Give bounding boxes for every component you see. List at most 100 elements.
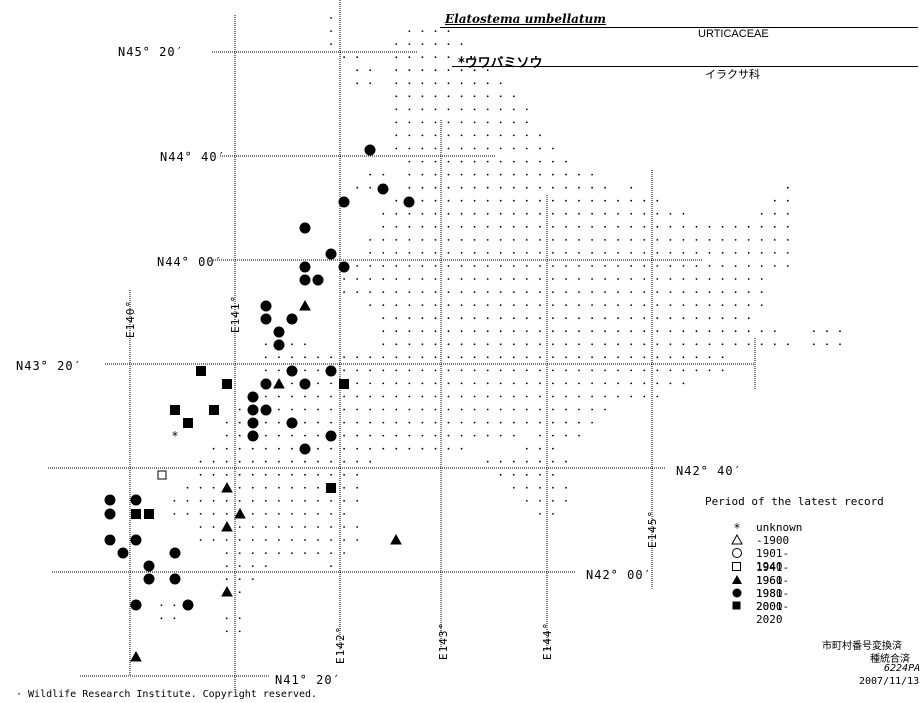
grid-dot — [773, 212, 776, 215]
grid-dot — [721, 291, 724, 293]
grid-dot — [708, 317, 711, 320]
grid-dot — [434, 30, 437, 32]
copyright-notice: · Wildlife Research Institute. Copyright… — [16, 689, 318, 700]
grid-dot — [356, 265, 359, 267]
grid-dot — [382, 317, 385, 320]
grid-dot — [617, 369, 619, 372]
grid-dot — [212, 500, 215, 502]
grid-dot — [773, 265, 776, 267]
grid-dot — [186, 486, 189, 489]
grid-dot — [539, 212, 541, 215]
grid-dot — [460, 69, 463, 72]
grid-dot — [356, 447, 359, 450]
record-filled-square — [339, 379, 349, 389]
grid-dot — [421, 395, 424, 398]
grid-dot — [486, 434, 489, 437]
grid-dot — [212, 486, 215, 489]
grid-dot — [525, 291, 528, 293]
grid-dot — [552, 473, 554, 476]
grid-dot — [408, 317, 411, 320]
grid-dot — [160, 617, 163, 620]
grid-dot — [421, 434, 424, 437]
grid-dot — [499, 408, 502, 411]
grid-dot — [604, 291, 606, 293]
grid-dot — [578, 173, 580, 176]
grid-dot — [395, 82, 398, 85]
grid-dot — [460, 304, 463, 306]
record-filled-circle — [143, 560, 155, 572]
grid-dot — [695, 291, 698, 293]
grid-dot — [421, 382, 424, 385]
grid-dot — [408, 421, 411, 424]
grid-dot — [486, 225, 489, 228]
grid-dot — [317, 382, 319, 385]
grid-dot — [486, 408, 489, 411]
grid-dot — [473, 69, 476, 72]
grid-dot — [630, 343, 633, 346]
grid-dot — [395, 95, 398, 98]
record-filled-triangle — [234, 507, 246, 519]
grid-dot — [317, 552, 319, 554]
grid-dot — [264, 473, 267, 476]
grid-dot — [251, 473, 254, 476]
grid-dot — [578, 199, 580, 202]
grid-dot — [473, 395, 476, 398]
grid-dot — [238, 421, 241, 424]
grid-dot — [330, 43, 332, 45]
grid-dot — [486, 186, 489, 189]
grid-dot — [552, 500, 554, 502]
record-filled-circle — [299, 222, 311, 234]
grid-dot — [656, 278, 659, 280]
grid-dot — [486, 134, 489, 137]
grid-dot — [773, 252, 776, 254]
grid-dot — [447, 43, 450, 45]
grid-dot — [760, 212, 763, 215]
grid-dot — [330, 526, 332, 528]
grid-dot — [682, 382, 685, 385]
record-filled-square — [196, 366, 206, 376]
grid-dot — [317, 513, 319, 515]
grid-dot — [499, 95, 502, 98]
grid-dot — [408, 356, 411, 359]
record-filled-circle — [260, 300, 272, 312]
grid-dot — [552, 278, 554, 280]
grid-dot — [382, 343, 385, 346]
grid-dot — [565, 460, 567, 463]
grid-dot — [552, 291, 554, 293]
grid-dot — [408, 69, 411, 72]
grid-dot — [473, 186, 476, 189]
grid-dot — [421, 343, 424, 346]
grid-dot — [734, 239, 737, 241]
grid-dot — [395, 212, 398, 215]
grid-dot — [212, 539, 215, 541]
grid-dot — [343, 539, 345, 541]
grid-dot — [499, 434, 502, 437]
open-circle-icon — [731, 547, 743, 559]
grid-dot — [630, 291, 633, 293]
grid-dot — [447, 421, 450, 424]
grid-dot — [591, 330, 593, 333]
record-filled-circle — [299, 261, 311, 273]
grid-dot — [512, 382, 515, 385]
grid-dot — [682, 239, 685, 241]
grid-dot — [473, 173, 476, 176]
grid-dot — [369, 186, 372, 189]
grid-dot — [695, 330, 698, 333]
grid-dot — [278, 447, 280, 450]
grid-dot — [656, 356, 659, 359]
grid-dot — [434, 252, 437, 254]
grid-dot — [317, 486, 319, 489]
filled-square-icon — [731, 600, 743, 612]
grid-dot — [499, 160, 502, 163]
grid-dot — [578, 239, 580, 241]
grid-dot — [617, 395, 619, 398]
record-filled-triangle — [221, 481, 233, 493]
grid-dot — [408, 160, 411, 163]
grid-dot — [434, 447, 437, 450]
grid-dot — [460, 434, 463, 437]
record-filled-circle — [260, 404, 272, 416]
grid-dot — [264, 369, 267, 372]
grid-dot — [734, 265, 737, 267]
grid-dot — [591, 278, 593, 280]
grid-dot — [395, 43, 398, 45]
